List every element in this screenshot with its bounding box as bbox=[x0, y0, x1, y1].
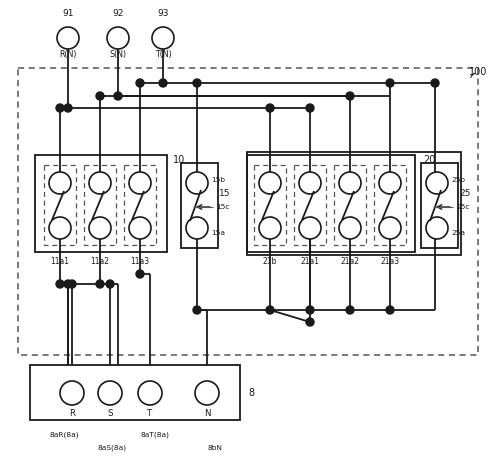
Circle shape bbox=[186, 172, 208, 194]
Text: S: S bbox=[107, 408, 113, 418]
Circle shape bbox=[299, 172, 321, 194]
Bar bbox=[30, 365, 240, 420]
Circle shape bbox=[136, 270, 144, 278]
Circle shape bbox=[426, 172, 448, 194]
Circle shape bbox=[266, 104, 274, 112]
Circle shape bbox=[96, 92, 104, 100]
Text: 8aS(8a): 8aS(8a) bbox=[98, 445, 126, 451]
Circle shape bbox=[386, 306, 394, 314]
Text: T: T bbox=[148, 408, 152, 418]
Bar bbox=[421, 163, 458, 248]
Bar bbox=[44, 165, 76, 245]
Text: 8aR(8a): 8aR(8a) bbox=[49, 432, 79, 438]
Circle shape bbox=[379, 217, 401, 239]
Circle shape bbox=[129, 217, 151, 239]
Text: 21a3: 21a3 bbox=[380, 257, 400, 267]
Text: 21a2: 21a2 bbox=[340, 257, 359, 267]
Bar bbox=[181, 163, 218, 248]
Circle shape bbox=[98, 381, 122, 405]
Text: 11a2: 11a2 bbox=[90, 257, 110, 267]
Text: 100: 100 bbox=[468, 67, 487, 77]
Circle shape bbox=[346, 92, 354, 100]
Bar bbox=[35, 155, 167, 252]
Text: 25: 25 bbox=[459, 188, 470, 198]
Text: 8bN: 8bN bbox=[208, 445, 222, 451]
Circle shape bbox=[56, 280, 64, 288]
Circle shape bbox=[89, 172, 111, 194]
Circle shape bbox=[129, 172, 151, 194]
Circle shape bbox=[306, 318, 314, 326]
Bar bbox=[84, 165, 116, 245]
Text: 15a: 15a bbox=[211, 230, 225, 236]
Text: 8: 8 bbox=[248, 388, 254, 398]
Text: N: N bbox=[204, 408, 210, 418]
Circle shape bbox=[114, 92, 122, 100]
Bar bbox=[18, 68, 478, 355]
Text: 11a1: 11a1 bbox=[50, 257, 70, 267]
Bar bbox=[334, 165, 366, 245]
Text: 15b: 15b bbox=[211, 177, 225, 183]
Circle shape bbox=[186, 217, 208, 239]
Circle shape bbox=[68, 280, 76, 288]
Circle shape bbox=[193, 306, 201, 314]
Circle shape bbox=[193, 79, 201, 87]
Circle shape bbox=[306, 104, 314, 112]
Bar bbox=[374, 165, 406, 245]
Circle shape bbox=[306, 306, 314, 314]
Circle shape bbox=[299, 217, 321, 239]
Text: 15: 15 bbox=[219, 188, 230, 198]
Bar bbox=[254, 165, 286, 245]
Text: 20: 20 bbox=[423, 155, 436, 165]
Circle shape bbox=[57, 27, 79, 49]
Circle shape bbox=[89, 217, 111, 239]
Circle shape bbox=[49, 172, 71, 194]
Circle shape bbox=[56, 104, 64, 112]
Text: 25a: 25a bbox=[451, 230, 465, 236]
Circle shape bbox=[107, 27, 129, 49]
Text: 93: 93 bbox=[157, 10, 169, 19]
Circle shape bbox=[346, 306, 354, 314]
Text: R(N): R(N) bbox=[60, 50, 77, 60]
Circle shape bbox=[266, 306, 274, 314]
Circle shape bbox=[64, 280, 72, 288]
Bar bbox=[124, 165, 156, 245]
Circle shape bbox=[426, 217, 448, 239]
Circle shape bbox=[159, 79, 167, 87]
Circle shape bbox=[259, 172, 281, 194]
Circle shape bbox=[259, 217, 281, 239]
Text: 25c: 25c bbox=[456, 204, 469, 210]
Circle shape bbox=[339, 217, 361, 239]
Text: 15c: 15c bbox=[216, 204, 230, 210]
Bar bbox=[247, 152, 461, 255]
Bar bbox=[294, 165, 326, 245]
Circle shape bbox=[386, 79, 394, 87]
Circle shape bbox=[152, 27, 174, 49]
Text: S(N): S(N) bbox=[110, 50, 126, 60]
Circle shape bbox=[136, 79, 144, 87]
Text: T(N): T(N) bbox=[154, 50, 172, 60]
Circle shape bbox=[64, 104, 72, 112]
Text: 92: 92 bbox=[112, 10, 124, 19]
Circle shape bbox=[379, 172, 401, 194]
Circle shape bbox=[138, 381, 162, 405]
Circle shape bbox=[339, 172, 361, 194]
Circle shape bbox=[96, 280, 104, 288]
Text: 25b: 25b bbox=[451, 177, 465, 183]
Text: 21b: 21b bbox=[263, 257, 277, 267]
Circle shape bbox=[106, 280, 114, 288]
Text: 21a1: 21a1 bbox=[300, 257, 320, 267]
Circle shape bbox=[195, 381, 219, 405]
Circle shape bbox=[60, 381, 84, 405]
Circle shape bbox=[431, 79, 439, 87]
Text: 8aT(8a): 8aT(8a) bbox=[140, 432, 170, 438]
Bar bbox=[247, 155, 415, 252]
Text: 11a3: 11a3 bbox=[130, 257, 150, 267]
Circle shape bbox=[49, 217, 71, 239]
Text: R: R bbox=[69, 408, 75, 418]
Text: 10: 10 bbox=[173, 155, 185, 165]
Text: 91: 91 bbox=[62, 10, 74, 19]
